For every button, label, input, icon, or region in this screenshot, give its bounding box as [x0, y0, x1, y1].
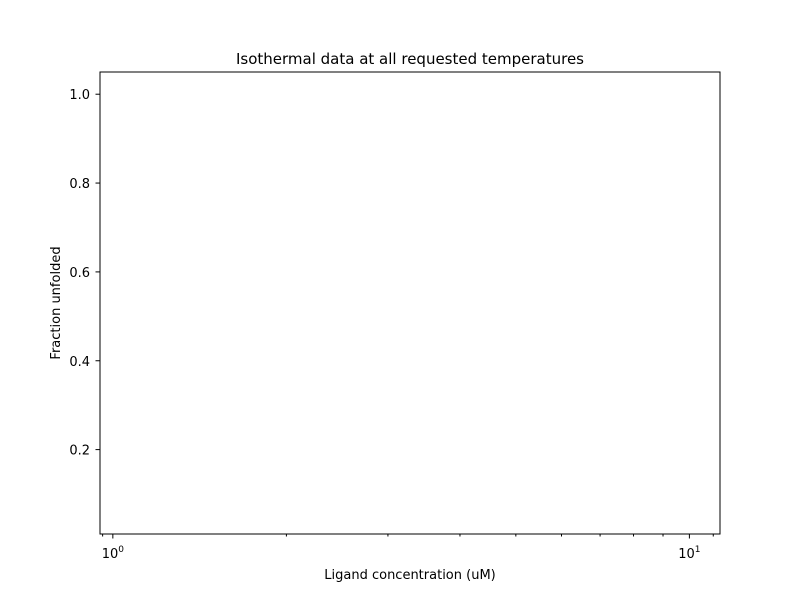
y-tick-label: 0.2	[69, 444, 90, 459]
y-tick-label: 0.6	[69, 266, 90, 281]
x-tick-label: 101	[678, 545, 700, 562]
y-axis-label: Fraction unfolded	[49, 246, 64, 359]
axis-ticks: 100 101 0.2 0.4 0.6 0.8 1.0	[69, 88, 714, 562]
x-tick-label: 100	[102, 545, 125, 562]
y-tick-label: 1.0	[69, 88, 90, 103]
y-tick-label: 0.4	[69, 355, 90, 370]
chart-title: Isothermal data at all requested tempera…	[236, 50, 584, 68]
y-tick-label: 0.8	[69, 177, 90, 192]
plot-frame	[99, 71, 721, 535]
x-axis-label: Ligand concentration (uM)	[324, 568, 495, 583]
